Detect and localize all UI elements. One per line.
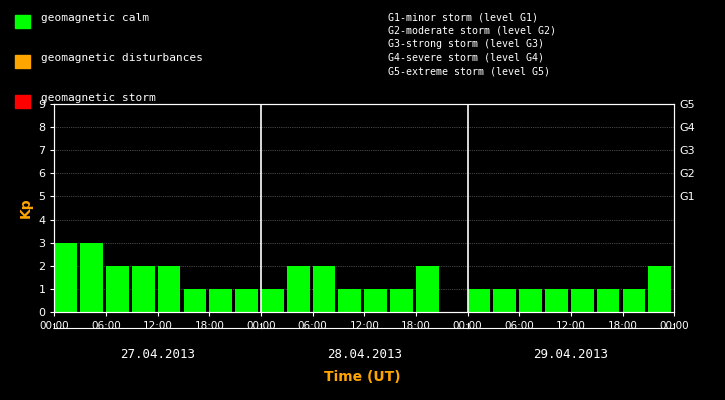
Bar xyxy=(364,289,387,312)
Bar xyxy=(183,289,206,312)
Bar xyxy=(54,243,77,312)
Y-axis label: Kp: Kp xyxy=(19,198,33,218)
Text: 27.04.2013: 27.04.2013 xyxy=(120,348,195,361)
Text: Time (UT): Time (UT) xyxy=(324,370,401,384)
Bar xyxy=(623,289,645,312)
Bar xyxy=(571,289,594,312)
Text: geomagnetic storm: geomagnetic storm xyxy=(41,93,156,103)
Bar xyxy=(157,266,181,312)
Text: geomagnetic calm: geomagnetic calm xyxy=(41,13,149,23)
Bar xyxy=(468,289,490,312)
Text: G1-minor storm (level G1)
G2-moderate storm (level G2)
G3-strong storm (level G3: G1-minor storm (level G1) G2-moderate st… xyxy=(388,12,556,76)
Bar xyxy=(519,289,542,312)
Bar xyxy=(80,243,103,312)
Bar xyxy=(339,289,361,312)
Text: 28.04.2013: 28.04.2013 xyxy=(327,348,402,361)
Bar xyxy=(416,266,439,312)
Bar xyxy=(312,266,336,312)
Bar xyxy=(545,289,568,312)
Text: 29.04.2013: 29.04.2013 xyxy=(534,348,608,361)
Bar xyxy=(261,289,283,312)
Text: geomagnetic disturbances: geomagnetic disturbances xyxy=(41,53,203,63)
Bar xyxy=(132,266,154,312)
Bar xyxy=(597,289,619,312)
Bar xyxy=(390,289,413,312)
Bar xyxy=(235,289,258,312)
Bar xyxy=(494,289,516,312)
Bar xyxy=(287,266,310,312)
Bar xyxy=(648,266,671,312)
Bar xyxy=(210,289,232,312)
Bar xyxy=(106,266,129,312)
